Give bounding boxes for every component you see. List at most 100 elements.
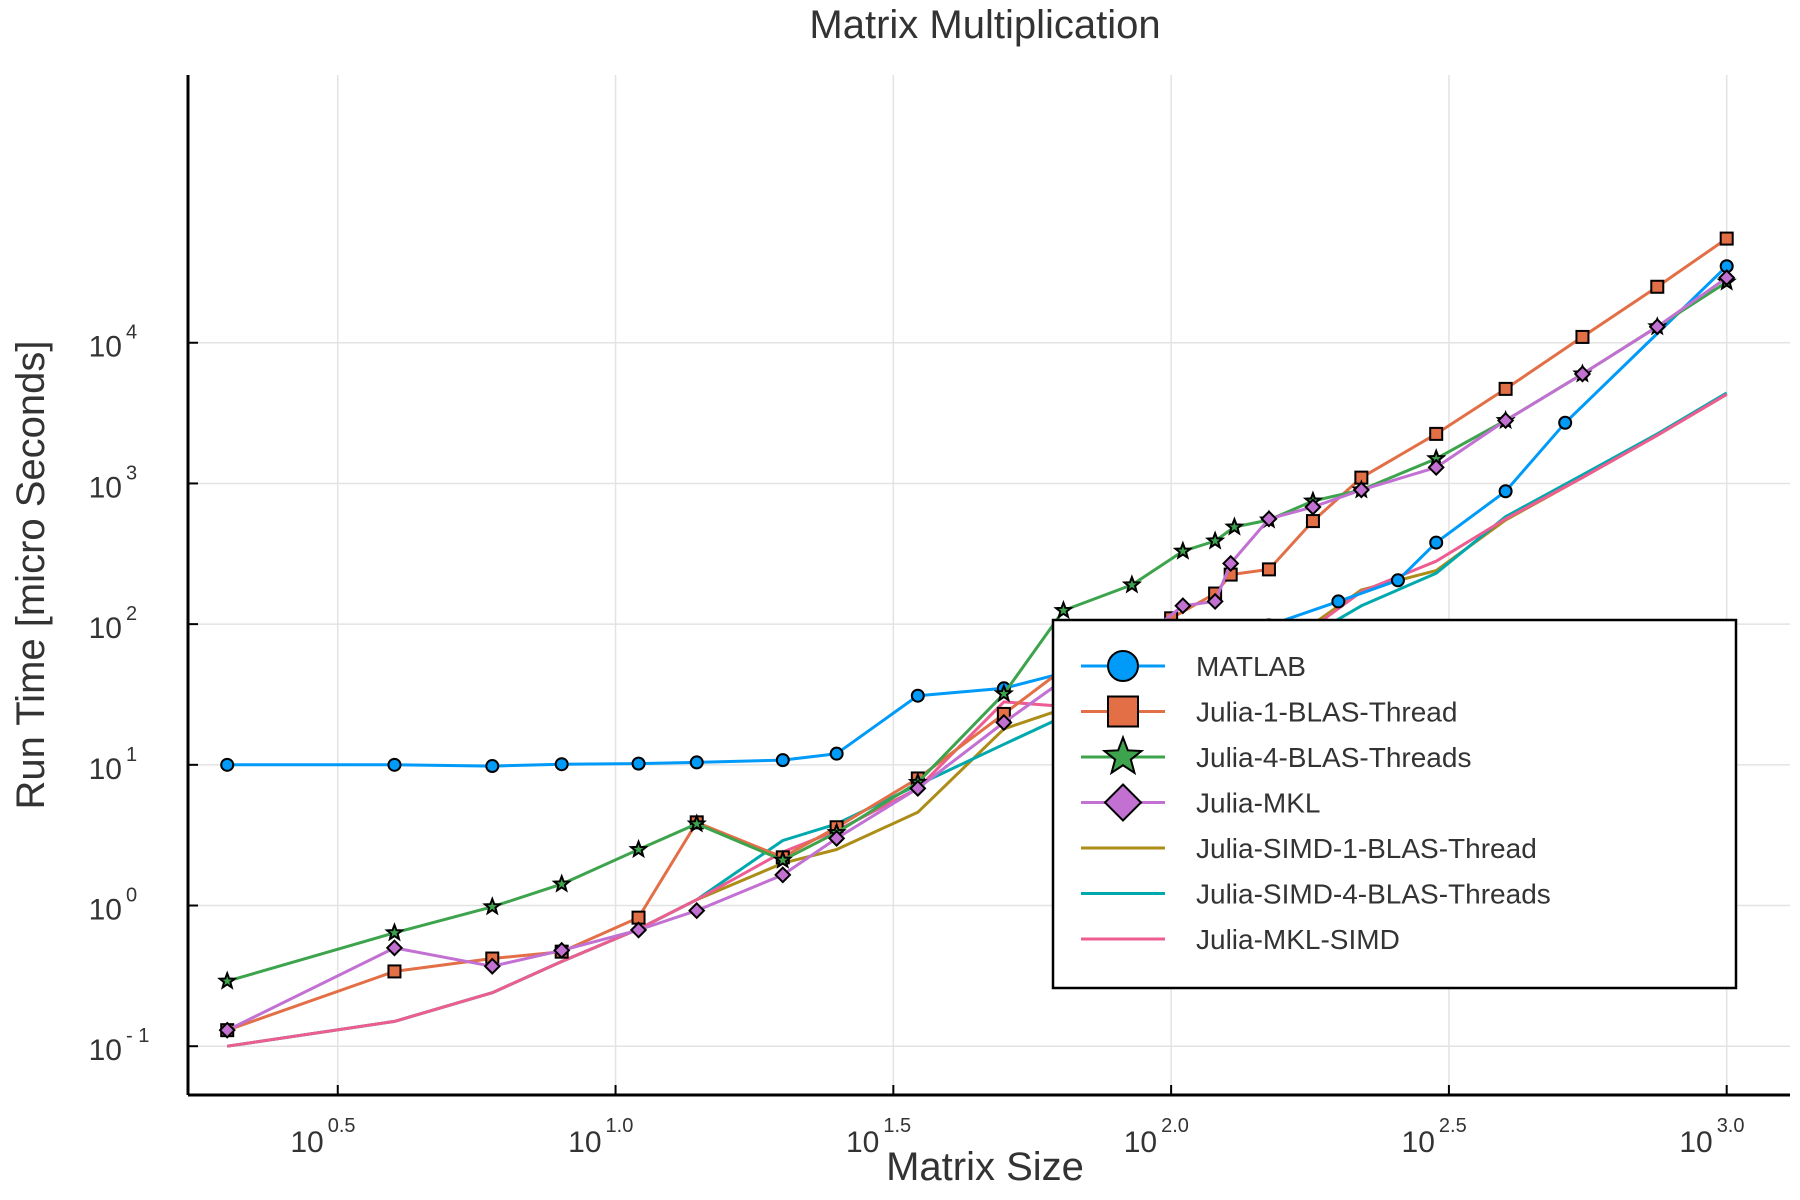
legend-marker xyxy=(1101,734,1145,776)
x-tick-base: 10 xyxy=(1402,1126,1435,1159)
x-tick-exponent: 0.5 xyxy=(328,1115,356,1137)
data-point xyxy=(1206,592,1224,611)
data-point xyxy=(1573,365,1592,383)
y-tick-label: 10 3 xyxy=(89,462,138,504)
data-point xyxy=(910,688,925,703)
data-point xyxy=(689,755,704,770)
data-point xyxy=(1650,279,1665,294)
y-tick-base: 10 xyxy=(89,612,122,645)
data-point xyxy=(1304,498,1322,516)
x-tick-label: 10 2.0 xyxy=(1124,1115,1189,1159)
data-point xyxy=(1427,458,1445,477)
y-tick-base: 10 xyxy=(89,753,122,786)
data-point xyxy=(628,838,649,859)
x-tick-base: 10 xyxy=(568,1126,601,1159)
data-point xyxy=(1429,426,1444,441)
data-point xyxy=(384,922,405,942)
data-point xyxy=(1205,530,1226,550)
data-point xyxy=(1496,411,1515,430)
data-point xyxy=(1718,269,1736,287)
y-tick-exponent: 2 xyxy=(126,603,137,625)
data-point xyxy=(1429,535,1444,550)
x-tick-base: 10 xyxy=(290,1126,323,1159)
data-point xyxy=(1558,415,1573,430)
legend-label: Julia-4-BLAS-Threads xyxy=(1196,742,1471,773)
data-point xyxy=(1390,573,1405,588)
legend-marker xyxy=(1107,650,1139,682)
y-tick-label: 10 2 xyxy=(89,603,138,645)
x-tick-base: 10 xyxy=(1124,1126,1157,1159)
data-point xyxy=(629,921,648,939)
legend-label: Julia-SIMD-4-BLAS-Threads xyxy=(1196,879,1551,910)
data-point xyxy=(483,957,501,975)
data-point xyxy=(1260,510,1278,528)
y-tick-base: 10 xyxy=(89,894,122,927)
y-tick-exponent: - 1 xyxy=(126,1025,149,1047)
x-tick-exponent: 3.0 xyxy=(1717,1115,1745,1137)
y-tick-base: 10 xyxy=(89,1034,122,1067)
x-tick-label: 10 1.0 xyxy=(568,1115,633,1159)
data-point xyxy=(387,964,402,979)
data-point xyxy=(829,746,844,761)
x-tick-base: 10 xyxy=(846,1126,879,1159)
x-tick-exponent: 2.5 xyxy=(1439,1115,1467,1137)
data-point xyxy=(217,970,238,990)
legend-label: Julia-SIMD-1-BLAS-Thread xyxy=(1196,833,1537,864)
data-point xyxy=(1331,594,1346,609)
data-point xyxy=(1174,597,1192,615)
data-point xyxy=(1222,554,1240,573)
axes: 10 0.5 10 1.0 10 1.5 10 2.0 10 2.5 10 3.010- 110 010… xyxy=(89,75,1790,1159)
y-tick-label: 10 1 xyxy=(89,744,138,786)
x-tick-exponent: 2.0 xyxy=(1161,1115,1189,1137)
data-point xyxy=(218,1021,236,1039)
legend-label: MATLAB xyxy=(1196,651,1306,682)
data-point xyxy=(909,779,927,798)
y-tick-exponent: 1 xyxy=(126,744,137,766)
data-point xyxy=(1172,540,1193,560)
x-axis-label: Matrix Size xyxy=(886,1145,1084,1189)
legend-marker xyxy=(1107,695,1139,728)
legend-box xyxy=(1051,618,1738,990)
legend-label: Julia-MKL xyxy=(1196,788,1320,819)
y-axis-label: Run Time [micro Seconds] xyxy=(9,340,53,809)
legend-entry: Julia-SIMD-1-BLAS-Thread xyxy=(1081,833,1537,864)
data-point xyxy=(772,849,793,869)
y-tick-base: 10 xyxy=(89,471,122,504)
data-point xyxy=(993,683,1014,703)
x-tick-label: 10 3.0 xyxy=(1679,1115,1744,1159)
data-point xyxy=(385,939,404,957)
legend-label: Julia-MKL-SIMD xyxy=(1196,924,1400,955)
legend-marker xyxy=(1103,783,1143,822)
legend-entry: Julia-SIMD-4-BLAS-Threads xyxy=(1081,879,1551,910)
legend-label: Julia-1-BLAS-Thread xyxy=(1196,697,1457,728)
data-point xyxy=(1261,562,1276,577)
data-point xyxy=(554,757,569,772)
x-tick-exponent: 1.0 xyxy=(606,1115,634,1137)
chart-title: Matrix Multiplication xyxy=(809,3,1160,47)
data-point xyxy=(995,713,1013,732)
x-tick-label: 10 1.5 xyxy=(846,1115,911,1159)
legend: MATLAB Julia-1-BLAS-Thread Julia-4-BLAS-Th… xyxy=(1051,618,1738,990)
y-tick-exponent: 0 xyxy=(126,885,137,907)
data-point xyxy=(1224,516,1245,536)
y-tick-exponent: 3 xyxy=(126,462,137,484)
legend-entry: Julia-1-BLAS-Thread xyxy=(1081,695,1457,728)
x-tick-label: 10 2.5 xyxy=(1402,1115,1467,1159)
legend-entry: Julia-4-BLAS-Threads xyxy=(1081,734,1471,776)
data-point xyxy=(485,759,500,774)
data-point xyxy=(553,941,571,959)
data-point xyxy=(1498,381,1513,396)
data-point xyxy=(551,873,572,893)
data-point xyxy=(1053,599,1074,620)
data-point xyxy=(220,757,235,772)
data-point xyxy=(1575,329,1590,344)
legend-entry: Julia-MKL xyxy=(1081,783,1320,822)
x-tick-base: 10 xyxy=(1679,1126,1712,1159)
legend-entry: Julia-MKL-SIMD xyxy=(1081,924,1400,955)
data-point xyxy=(1121,574,1143,594)
data-point xyxy=(387,757,402,772)
y-tick-label: 10- 1 xyxy=(89,1025,150,1067)
data-point xyxy=(1498,484,1513,499)
data-point xyxy=(1648,318,1666,336)
data-point xyxy=(774,866,792,884)
